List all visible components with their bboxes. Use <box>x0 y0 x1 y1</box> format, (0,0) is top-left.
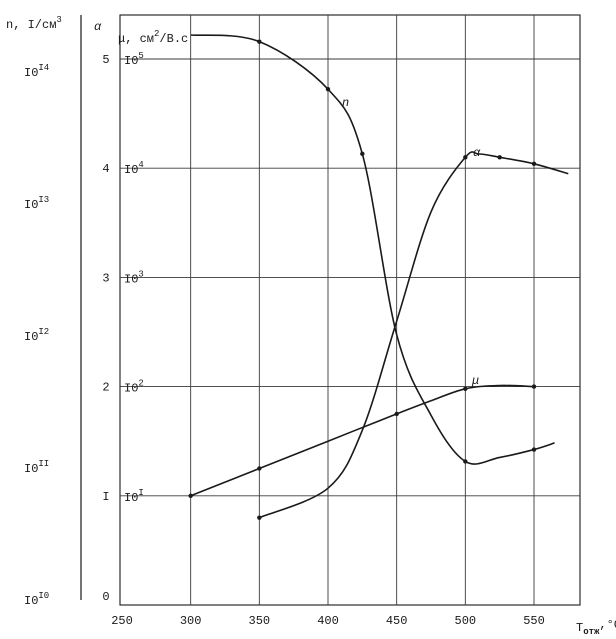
data-point-n <box>463 459 468 464</box>
alpha-axis-label: α <box>94 20 102 34</box>
data-point-alpha <box>463 155 468 160</box>
alpha-tick-label: 5 <box>102 53 109 67</box>
series-label-n: n <box>342 96 349 110</box>
series-line-alpha <box>258 151 569 519</box>
mu-tick-label: I0I <box>124 488 144 505</box>
x-tick-label: 300 <box>180 614 202 628</box>
series-line-mu <box>190 384 535 497</box>
data-point-alpha <box>497 155 502 160</box>
n-tick-label: I0I4 <box>24 63 49 80</box>
alpha-tick-label: 2 <box>102 381 109 395</box>
data-point-n <box>257 39 262 44</box>
x-tick-label: 250 <box>111 614 133 628</box>
n-tick-label: I0I0 <box>24 591 49 608</box>
x-axis-ticks: 250 300 350 400 450 500 550 <box>111 614 545 628</box>
data-point-n <box>360 151 365 157</box>
data-point-mu <box>394 411 399 417</box>
n-axis-ticks: I0I0 I0II I0I2 I0I3 I0I4 <box>24 63 49 608</box>
mu-tick-label: I05 <box>124 51 144 68</box>
plot-grid <box>119 14 581 606</box>
n-tick-label: I0II <box>24 459 49 476</box>
mu-axis-label: μ, см2/B.c <box>118 29 188 46</box>
data-point-mu <box>531 384 537 389</box>
data-point-n <box>531 447 537 452</box>
data-markers <box>188 39 537 520</box>
n-axis-label: n, I/см3 <box>6 15 62 32</box>
alpha-tick-label: I <box>102 490 109 504</box>
alpha-tick-label: 0 <box>102 590 109 604</box>
series-label-mu: μ <box>471 374 479 388</box>
mu-tick-label: I03 <box>124 269 144 286</box>
series-line-n <box>190 34 555 465</box>
n-tick-label: I0I2 <box>24 327 49 344</box>
alpha-axis-ticks: 0 I 2 3 4 5 <box>102 53 109 604</box>
alpha-tick-label: 4 <box>102 162 109 176</box>
x-tick-label: 400 <box>317 614 339 628</box>
mu-tick-label: I02 <box>124 379 144 396</box>
alpha-tick-label: 3 <box>102 271 109 285</box>
data-point-mu <box>188 493 193 498</box>
x-tick-label: 500 <box>455 614 477 628</box>
data-point-n <box>325 86 331 92</box>
curves <box>190 34 569 519</box>
data-point-alpha <box>531 161 537 167</box>
data-point-alpha <box>257 515 262 520</box>
x-tick-label: 350 <box>249 614 271 628</box>
data-point-mu <box>463 386 468 391</box>
mu-tick-label: I04 <box>124 160 144 177</box>
x-tick-label: 550 <box>523 614 545 628</box>
mu-axis-ticks: I0I I02 I03 I04 I05 <box>124 51 144 505</box>
n-tick-label: I0I3 <box>24 195 49 212</box>
series-label-alpha: α <box>473 146 481 160</box>
plot-frame <box>119 14 581 606</box>
x-tick-label: 450 <box>386 614 408 628</box>
x-axis-label: Tотж,°C <box>576 618 616 637</box>
data-point-mu <box>257 466 262 471</box>
